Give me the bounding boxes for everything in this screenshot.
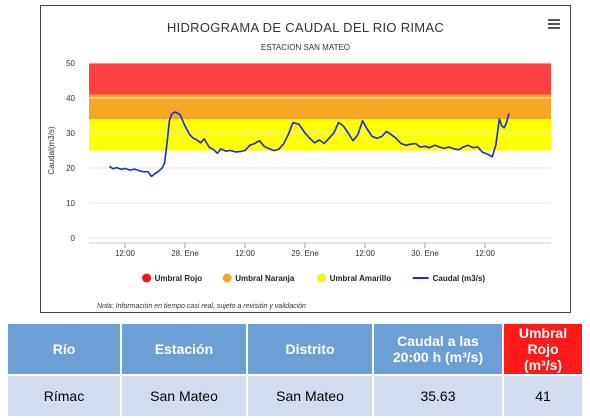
header-rio: Río bbox=[6, 322, 122, 376]
cell-umbral-rojo: 41 bbox=[502, 374, 584, 418]
band-umbral-amarillo bbox=[89, 119, 551, 151]
header-caudal: Caudal a las 20:00 h (m³/s) bbox=[372, 322, 504, 376]
series-line-caudal bbox=[108, 111, 510, 178]
y-tick-label: 20 bbox=[66, 164, 75, 173]
legend-label-umbral-rojo: Umbral Rojo bbox=[155, 274, 203, 283]
x-tick-label: 29. Ene bbox=[291, 249, 319, 258]
x-tick-label: 12:00 bbox=[355, 249, 376, 258]
y-tick-label: 30 bbox=[66, 129, 75, 138]
discharge-table: Río Estación Distrito Caudal a las 20:00… bbox=[6, 322, 584, 418]
x-tick-label: 12:00 bbox=[115, 249, 136, 258]
cell-rio: Rímac bbox=[6, 374, 122, 418]
hydrograph-chart: 0 10 20 30 40 50 12:00 28. Ene 12:00 29. Ene 12:00… bbox=[47, 59, 551, 283]
legend-marker-umbral-naranja bbox=[222, 273, 232, 283]
legend-label-umbral-amarillo: Umbral Amarillo bbox=[330, 274, 392, 283]
y-tick-label: 10 bbox=[66, 199, 75, 208]
legend-marker-umbral-rojo bbox=[142, 273, 152, 283]
band-umbral-rojo bbox=[89, 63, 551, 95]
legend-label-umbral-naranja: Umbral Naranja bbox=[235, 274, 295, 283]
table-row: Rímac San Mateo San Mateo 35.63 41 bbox=[6, 374, 584, 418]
band-umbral-naranja bbox=[89, 94, 551, 119]
y-axis-label: Caudal(m3/s) bbox=[47, 126, 56, 174]
table-header-row: Río Estación Distrito Caudal a las 20:00… bbox=[6, 322, 584, 376]
header-estacion: Estación bbox=[120, 322, 248, 376]
header-umbral-rojo: Umbral Rojo (m³/s) bbox=[502, 322, 584, 376]
hamburger-menu-icon[interactable] bbox=[548, 19, 560, 29]
x-tick-label: 28. Ene bbox=[171, 249, 199, 258]
x-tick-label: 12:00 bbox=[235, 249, 256, 258]
x-tick-label: 12:00 bbox=[475, 249, 496, 258]
y-tick-label: 0 bbox=[71, 234, 76, 243]
cell-distrito: San Mateo bbox=[246, 374, 374, 418]
legend-label-caudal-m3-s: Caudal (m3/s) bbox=[433, 274, 486, 283]
legend-marker-umbral-amarillo bbox=[317, 273, 327, 283]
x-tick-label: 30. Ene bbox=[411, 249, 439, 258]
chart-title: HIDROGRAMA DE CAUDAL DEL RIO RIMAC bbox=[166, 20, 445, 35]
chart-note: Nota: Información en tiempo casi real, s… bbox=[97, 303, 306, 310]
chart-subtitle: ESTACION SAN MATEO bbox=[260, 43, 351, 52]
y-tick-label: 50 bbox=[66, 59, 75, 68]
chart-frame: 0 10 20 30 40 50 12:00 28. Ene 12:00 29. Ene 12:00… bbox=[40, 5, 571, 313]
cell-estacion: San Mateo bbox=[120, 374, 248, 418]
header-distrito: Distrito bbox=[246, 322, 374, 376]
y-tick-label: 40 bbox=[66, 94, 75, 103]
cell-caudal: 35.63 bbox=[372, 374, 504, 418]
